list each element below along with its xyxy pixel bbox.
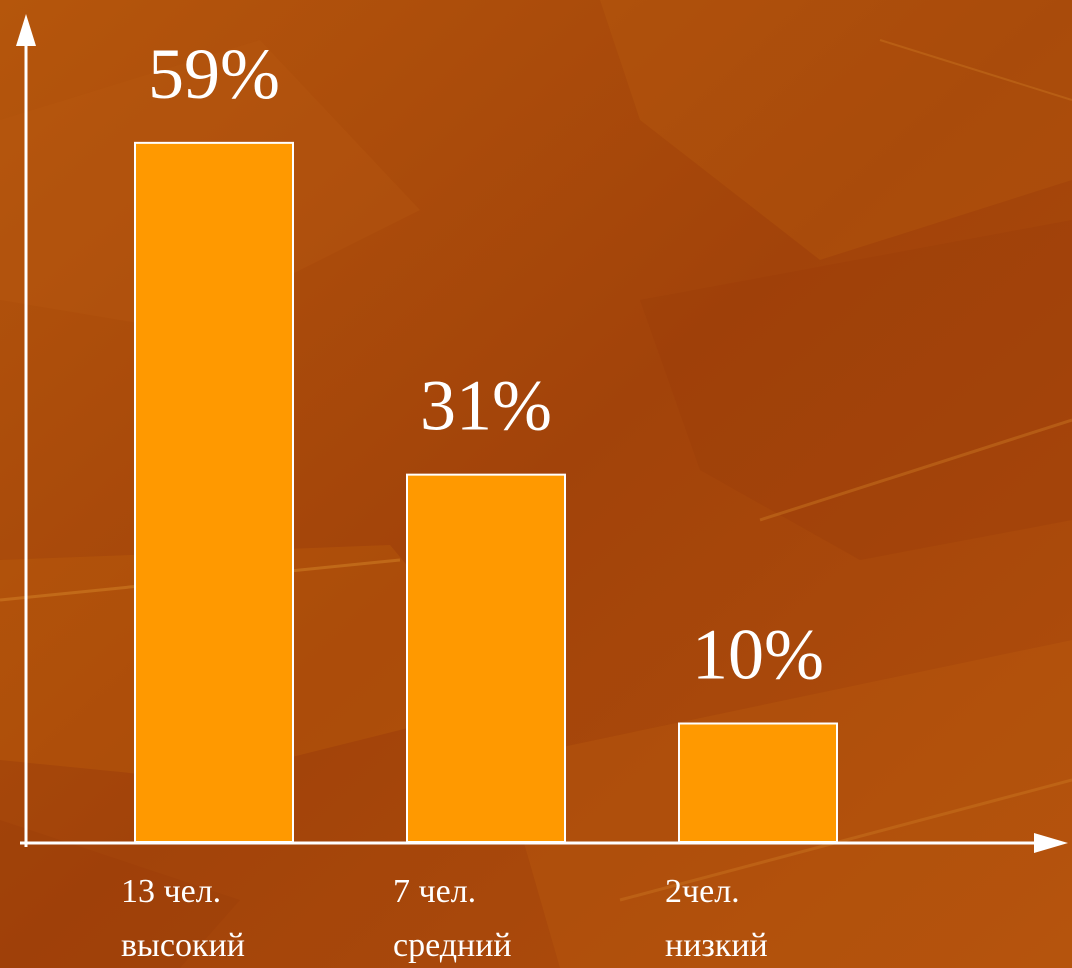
category-level-label-2: средний	[393, 927, 512, 964]
category-level-label-3: низкий	[665, 927, 768, 964]
y-axis	[16, 14, 36, 847]
x-axis-arrow	[1034, 833, 1068, 853]
bar-3	[678, 722, 838, 843]
category-count-label-1: 13 чел.	[121, 873, 221, 910]
category-count-label-3: 2чел.	[665, 873, 740, 910]
data-label-1: 59%	[148, 34, 280, 114]
category-level-label-1: высокий	[121, 927, 245, 964]
y-axis-arrow	[16, 14, 36, 46]
bars-group	[134, 141, 838, 844]
data-labels-group: 59% 31% 10%	[148, 34, 824, 695]
category-count-label-2: 7 чел.	[393, 873, 476, 910]
category-labels-group: 13 чел. высокий 7 чел. средний 2чел. низкий	[121, 873, 768, 964]
data-label-2: 31%	[420, 366, 552, 446]
bar-2	[406, 473, 566, 843]
bar-1	[134, 141, 294, 844]
data-label-3: 10%	[692, 615, 824, 695]
